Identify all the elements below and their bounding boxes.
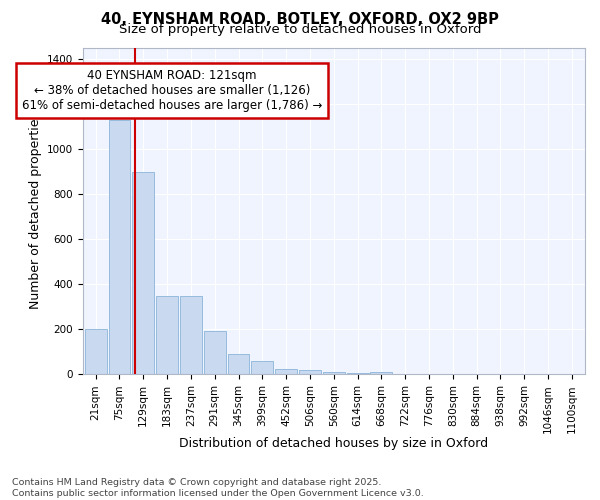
X-axis label: Distribution of detached houses by size in Oxford: Distribution of detached houses by size …	[179, 437, 488, 450]
Bar	[180, 296, 202, 374]
Bar	[227, 354, 250, 374]
Bar	[85, 330, 107, 374]
Y-axis label: Number of detached properties: Number of detached properties	[29, 112, 43, 310]
Bar	[323, 372, 345, 374]
Text: Contains HM Land Registry data © Crown copyright and database right 2025.
Contai: Contains HM Land Registry data © Crown c…	[12, 478, 424, 498]
Bar	[133, 172, 154, 374]
Bar	[299, 370, 321, 374]
Bar	[275, 369, 297, 374]
Bar	[251, 362, 273, 374]
Text: Size of property relative to detached houses in Oxford: Size of property relative to detached ho…	[119, 22, 481, 36]
Bar	[370, 372, 392, 374]
Bar	[204, 330, 226, 374]
Text: 40, EYNSHAM ROAD, BOTLEY, OXFORD, OX2 9BP: 40, EYNSHAM ROAD, BOTLEY, OXFORD, OX2 9B…	[101, 12, 499, 28]
Text: 40 EYNSHAM ROAD: 121sqm
← 38% of detached houses are smaller (1,126)
61% of semi: 40 EYNSHAM ROAD: 121sqm ← 38% of detache…	[22, 69, 322, 112]
Bar	[156, 296, 178, 374]
Bar	[109, 120, 130, 374]
